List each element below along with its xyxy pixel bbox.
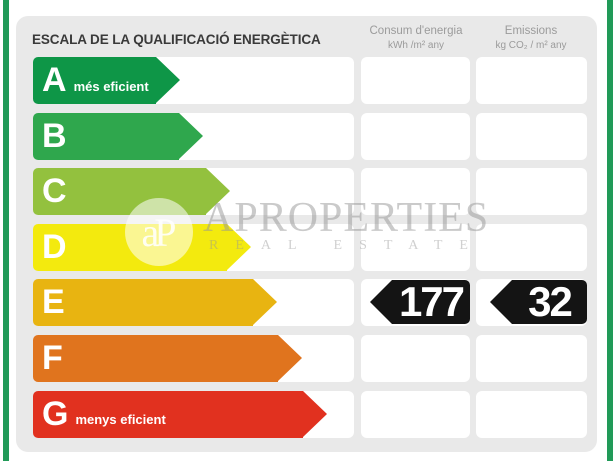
left-green-strip bbox=[3, 0, 9, 461]
rating-bar-c: C bbox=[33, 168, 230, 216]
rating-bar-d: D bbox=[33, 223, 251, 271]
rating-letter: C bbox=[42, 172, 67, 211]
arrow-tip-icon bbox=[253, 279, 277, 326]
emissions-value-arrow: 32 bbox=[490, 280, 587, 325]
consumption-value: 177 bbox=[392, 280, 470, 325]
rating-bar-g: G menys eficient bbox=[33, 390, 327, 438]
rating-bar-f: F bbox=[33, 334, 302, 382]
consumption-cell bbox=[361, 57, 470, 104]
emissions-header-line2: kg CO₂ / m² any bbox=[495, 40, 567, 51]
rating-note: menys eficient bbox=[75, 412, 166, 428]
scale-row-g: G menys eficient bbox=[16, 390, 597, 438]
rating-letter: F bbox=[42, 338, 63, 377]
emissions-column-header: Emissions kg CO₂ / m² any bbox=[456, 24, 606, 52]
consumption-column-header: Consum d'energia kWh /m² any bbox=[341, 24, 491, 52]
arrow-tip-icon bbox=[303, 390, 327, 437]
scale-row-c: C bbox=[16, 168, 597, 216]
rating-rows: A més eficient B bbox=[16, 57, 597, 446]
consumption-cell bbox=[361, 112, 470, 160]
rating-letter: A bbox=[42, 61, 67, 99]
emissions-cell bbox=[476, 57, 587, 104]
rating-letter: B bbox=[42, 116, 67, 155]
scale-row-d: D bbox=[16, 223, 597, 271]
rating-letter: G bbox=[42, 394, 69, 433]
rating-letter: D bbox=[42, 227, 67, 266]
rating-bar-body: A més eficient bbox=[33, 57, 156, 104]
right-green-strip bbox=[607, 0, 613, 461]
scale-row-b: B bbox=[16, 112, 597, 160]
rating-bar-body: E bbox=[33, 279, 253, 327]
rating-bar-body: C bbox=[33, 168, 206, 216]
rating-bar-body: B bbox=[33, 112, 179, 160]
arrow-tip-icon bbox=[227, 223, 251, 270]
emissions-cell: 32 bbox=[476, 279, 587, 327]
emissions-cell bbox=[476, 334, 587, 382]
page-title: ESCALA DE LA QUALIFICACIÓ ENERGÈTICA bbox=[32, 32, 321, 47]
rating-bar-body: D bbox=[33, 223, 227, 271]
rating-bar-body: F bbox=[33, 334, 278, 382]
emissions-cell bbox=[476, 223, 587, 271]
scale-row-a: A més eficient bbox=[16, 57, 597, 104]
rating-bar-e: E bbox=[33, 279, 277, 327]
value-arrow-tip-icon bbox=[490, 280, 512, 325]
consumption-cell bbox=[361, 168, 470, 216]
arrow-tip-icon bbox=[156, 57, 180, 103]
scale-row-f: F bbox=[16, 334, 597, 382]
rating-bar-body: G menys eficient bbox=[33, 390, 303, 438]
emissions-header-line1: Emissions bbox=[504, 25, 558, 37]
consumption-cell: 177 bbox=[361, 279, 470, 327]
value-arrow-tip-icon bbox=[370, 280, 392, 325]
rating-panel: ESCALA DE LA QUALIFICACIÓ ENERGÈTICA Con… bbox=[16, 16, 597, 452]
emissions-value: 32 bbox=[512, 280, 587, 325]
emissions-cell bbox=[476, 112, 587, 160]
rating-note: més eficient bbox=[73, 78, 149, 94]
rating-letter: E bbox=[42, 283, 65, 322]
rating-bar-a: A més eficient bbox=[33, 57, 180, 104]
scale-row-e: E 177 32 bbox=[16, 279, 597, 327]
consumption-cell bbox=[361, 334, 470, 382]
consumption-cell bbox=[361, 223, 470, 271]
arrow-tip-icon bbox=[206, 168, 230, 215]
emissions-cell bbox=[476, 390, 587, 438]
consumption-value-arrow: 177 bbox=[370, 280, 470, 325]
rating-bar-b: B bbox=[33, 112, 203, 160]
consumption-cell bbox=[361, 390, 470, 438]
arrow-tip-icon bbox=[179, 112, 203, 159]
emissions-cell bbox=[476, 168, 587, 216]
consumption-header-line1: Consum d'energia bbox=[369, 25, 463, 37]
consumption-header-line2: kWh /m² any bbox=[387, 40, 445, 51]
arrow-tip-icon bbox=[278, 334, 302, 381]
